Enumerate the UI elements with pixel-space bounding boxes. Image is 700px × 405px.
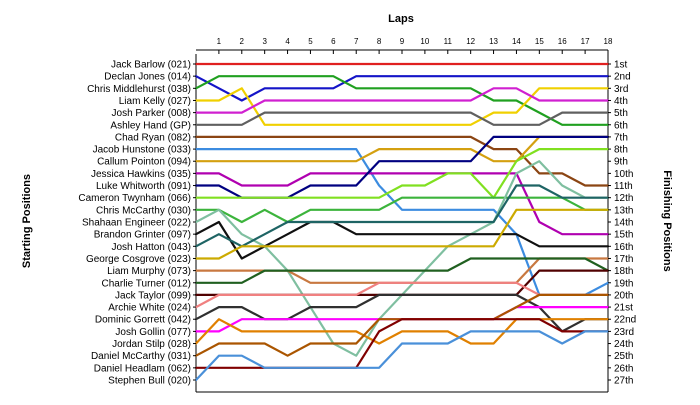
lap-tick-label: 1 <box>217 37 222 46</box>
lap-tick-label: 17 <box>581 37 590 46</box>
series-line-3 <box>194 75 610 126</box>
lap-tick-label: 12 <box>466 37 475 46</box>
series-line-13 <box>194 196 610 224</box>
position-label: 7th <box>614 132 628 143</box>
driver-label: Luke Whitworth (091) <box>96 181 191 192</box>
position-label: 5th <box>614 108 628 119</box>
lap-tick-label: 7 <box>354 37 359 46</box>
position-label: 21st <box>614 303 633 314</box>
driver-label: Josh Parker (008) <box>112 108 191 119</box>
driver-label: Cameron Twynham (066) <box>78 193 191 204</box>
driver-label: Chris Middlehurst (038) <box>87 84 191 95</box>
driver-label: Jack Barlow (021) <box>111 60 191 71</box>
series-line-12 <box>194 148 610 199</box>
position-label: 14th <box>614 218 633 229</box>
position-label: 18th <box>614 266 633 277</box>
series-line-2 <box>194 75 610 102</box>
driver-label: Chris McCarthy (030) <box>96 205 191 216</box>
position-label: 3rd <box>614 84 628 95</box>
driver-label: George Cosgrove (023) <box>86 254 191 265</box>
lap-ticks: 1 2 3 4 5 6 7 8 9 10 11 12 13 14 15 16 17 18 <box>217 37 613 54</box>
lap-tick-label: 18 <box>604 37 613 46</box>
position-label: 13th <box>614 205 633 216</box>
lap-tick-label: 2 <box>240 37 245 46</box>
driver-label: Josh Hatton (043) <box>112 242 192 253</box>
position-label: 15th <box>614 230 633 241</box>
lap-tick-label: 10 <box>420 37 429 46</box>
lap-tick-label: 3 <box>262 37 267 46</box>
position-label: 27th <box>614 376 633 387</box>
position-label: 16th <box>614 242 633 253</box>
position-label: 22nd <box>614 315 636 326</box>
position-label: 9th <box>614 157 628 168</box>
series-line-25 <box>194 293 610 357</box>
driver-label: Daniel McCarthy (031) <box>91 351 191 362</box>
driver-label: Shahaan Engineer (022) <box>82 218 191 229</box>
series-line-4 <box>194 87 610 126</box>
driver-label: Daniel Headlam (062) <box>94 363 191 374</box>
lap-tick-label: 5 <box>308 37 313 46</box>
position-label: 19th <box>614 278 633 289</box>
lap-tick-label: 13 <box>489 37 498 46</box>
driver-label: Archie White (024) <box>108 303 191 314</box>
driver-labels: Jack Barlow (021)Declan Jones (014)Chris… <box>78 60 196 387</box>
chart-title: Laps <box>388 13 414 25</box>
driver-label: Chad Ryan (082) <box>115 132 191 143</box>
position-labels: 1st2nd3rd4th5th6th7th8th9th10th11th12th1… <box>608 60 636 387</box>
driver-label: Ashley Hand (GP) <box>110 120 191 131</box>
position-label: 2nd <box>614 72 631 83</box>
position-label: 20th <box>614 290 633 301</box>
driver-label: Stephen Bull (020) <box>108 376 191 387</box>
position-label: 26th <box>614 363 633 374</box>
series-lines <box>194 62 610 382</box>
series-line-16 <box>194 184 610 248</box>
position-label: 1st <box>614 60 628 71</box>
position-label: 24th <box>614 339 633 350</box>
series-line-19 <box>194 257 610 284</box>
y-axis-left-label: Starting Positions <box>21 174 33 268</box>
series-line-22 <box>194 293 610 333</box>
lap-tick-label: 15 <box>535 37 544 46</box>
lap-tick-label: 14 <box>512 37 521 46</box>
driver-label: Callum Pointon (094) <box>97 157 191 168</box>
driver-label: Dominic Gorrett (042) <box>95 315 191 326</box>
position-label: 11th <box>614 181 633 192</box>
lap-tick-label: 4 <box>285 37 290 46</box>
series-line-27 <box>194 330 610 382</box>
series-line-7 <box>194 135 610 187</box>
driver-label: Jessica Hawkins (035) <box>91 169 191 180</box>
series-line-5 <box>194 87 610 114</box>
lap-tick-label: 11 <box>444 37 453 46</box>
position-label: 4th <box>614 96 628 107</box>
driver-label: Jack Taylor (099) <box>115 290 191 301</box>
driver-label: Declan Jones (014) <box>104 72 191 83</box>
lap-tick-label: 16 <box>558 37 567 46</box>
position-label: 17th <box>614 254 633 265</box>
driver-label: Jordan Stilp (028) <box>112 339 191 350</box>
driver-label: Liam Kelly (027) <box>119 96 191 107</box>
series-line-15 <box>194 220 610 260</box>
lap-tick-label: 6 <box>331 37 336 46</box>
position-label: 23rd <box>614 327 634 338</box>
position-label: 8th <box>614 145 628 156</box>
driver-label: Brandon Grinter (097) <box>94 230 191 241</box>
position-label: 6th <box>614 120 628 131</box>
series-line-17 <box>194 208 610 260</box>
position-label: 25th <box>614 351 633 362</box>
driver-label: Charlie Turner (012) <box>102 278 191 289</box>
driver-label: Liam Murphy (073) <box>107 266 191 277</box>
lap-tick-label: 9 <box>400 37 405 46</box>
position-label: 10th <box>614 169 633 180</box>
lap-tick-label: 8 <box>377 37 382 46</box>
series-line-10 <box>194 172 610 236</box>
driver-label: Jacob Hunstone (033) <box>93 145 191 156</box>
series-line-6 <box>194 111 610 126</box>
position-label: 12th <box>614 193 633 204</box>
y-axis-right-label: Finishing Positions <box>661 170 673 271</box>
driver-label: Josh Gollin (077) <box>115 327 191 338</box>
